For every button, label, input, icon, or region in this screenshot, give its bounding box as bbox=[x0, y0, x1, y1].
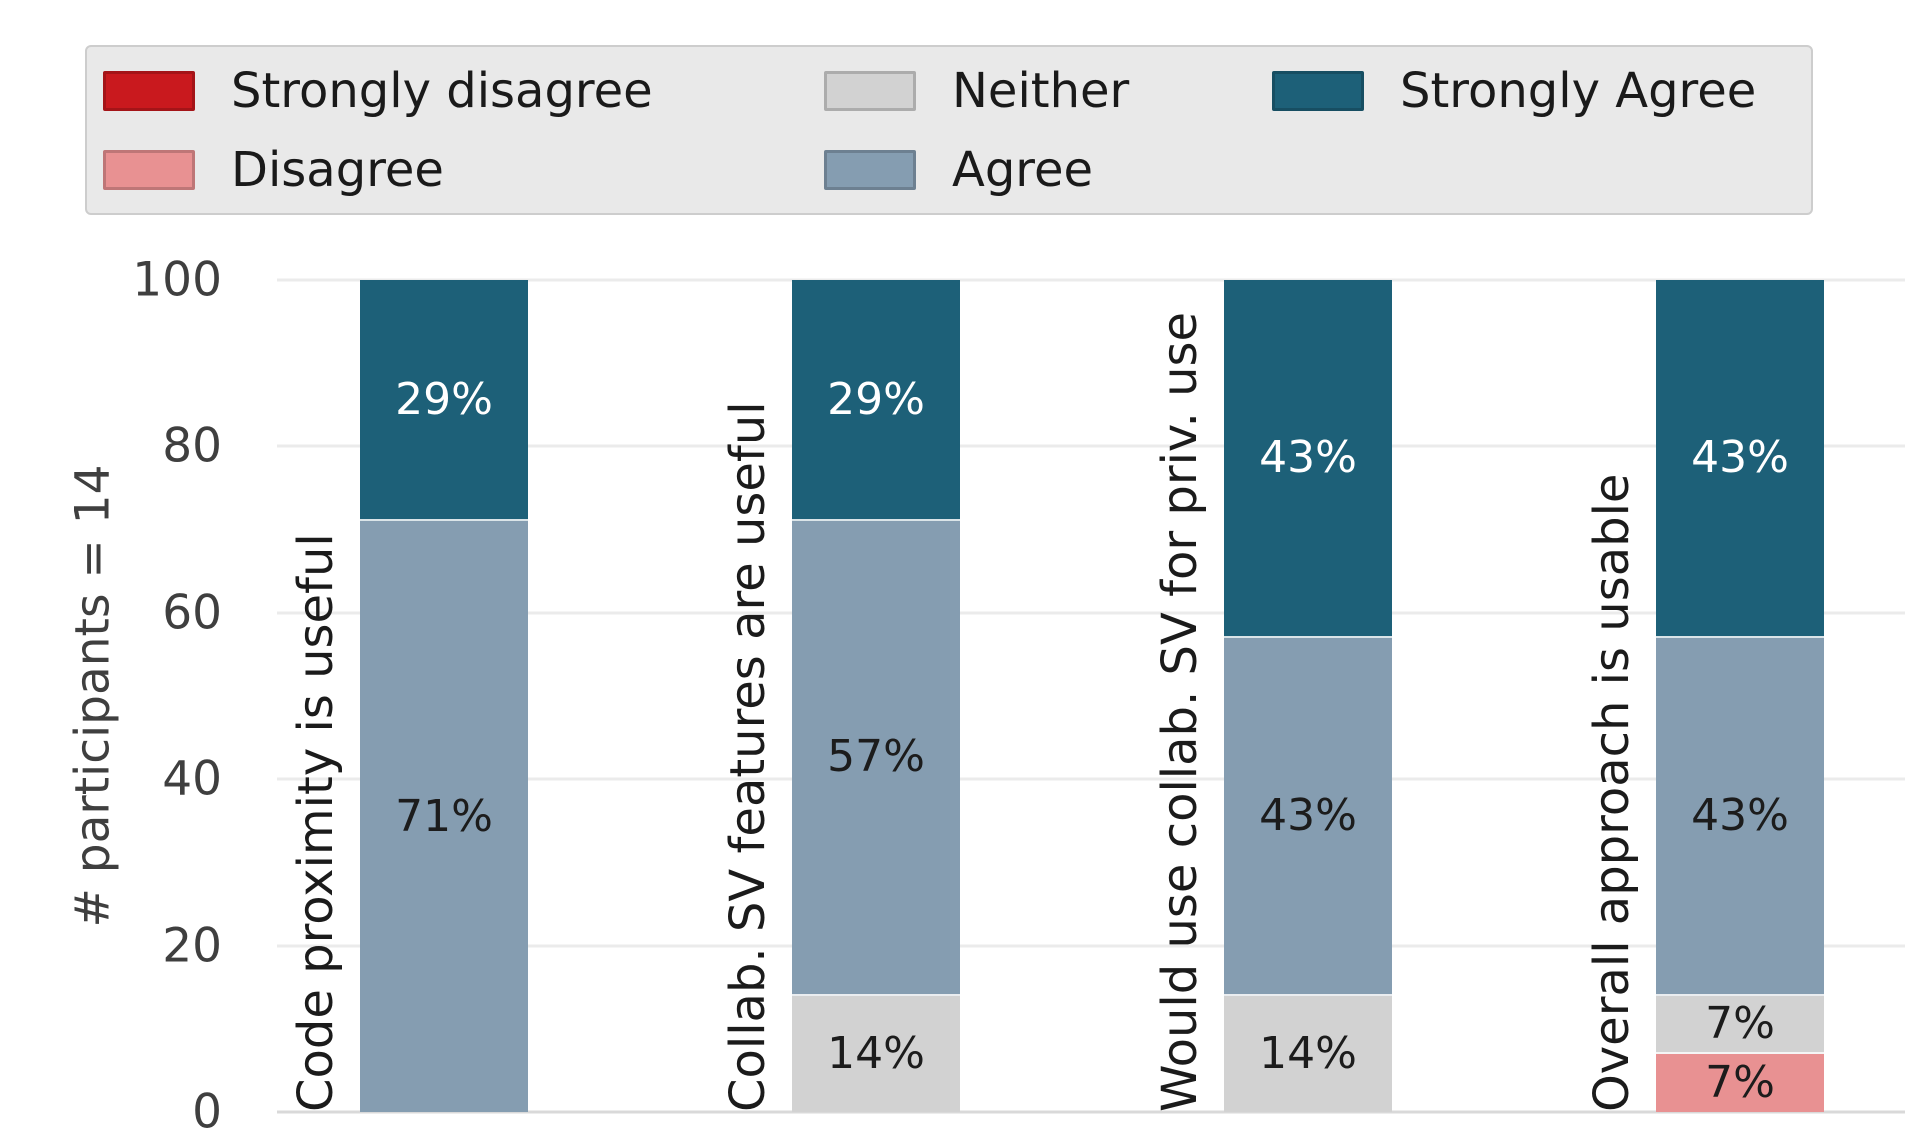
segment-value-label: 14% bbox=[1259, 1027, 1357, 1079]
segment-strongly-agree: 43% bbox=[1224, 280, 1392, 638]
legend-swatch-disagree bbox=[103, 149, 195, 190]
plot-area: 71% 29% Code proximity is useful 14% 57% 29% C… bbox=[277, 278, 1905, 1114]
bar-code-proximity-is-useful: 71% 29% bbox=[360, 280, 528, 1112]
category-label-code-proximity-is-useful: Code proximity is useful bbox=[288, 533, 344, 1112]
legend-swatch-agree bbox=[824, 149, 916, 190]
y-tick-20: 20 bbox=[162, 918, 222, 974]
legend-label: Neither bbox=[952, 62, 1130, 119]
segment-neither: 14% bbox=[792, 995, 960, 1112]
segment-strongly-agree: 29% bbox=[360, 280, 528, 522]
segment-neither: 14% bbox=[1224, 995, 1392, 1112]
segment-disagree: 7% bbox=[1656, 1053, 1824, 1112]
gridline-100 bbox=[277, 278, 1905, 282]
legend-item-agree: Agree bbox=[824, 146, 1272, 194]
segment-value-label: 14% bbox=[827, 1027, 925, 1079]
category-label-overall-approach-is-usable: Overall approach is usable bbox=[1584, 473, 1640, 1112]
chart-legend: Strongly disagree Disagree Neither Agree Str… bbox=[85, 45, 1813, 215]
legend-item-strongly-disagree: Strongly disagree bbox=[103, 67, 824, 115]
gridline-40 bbox=[277, 777, 1905, 781]
legend-item-disagree: Disagree bbox=[103, 146, 824, 194]
y-tick-0: 0 bbox=[192, 1084, 222, 1140]
category-label-collab-sv-features-are-useful: Collab. SV features are useful bbox=[720, 401, 776, 1112]
segment-value-label: 29% bbox=[395, 373, 493, 425]
gridline-20 bbox=[277, 944, 1905, 948]
gridline-60 bbox=[277, 611, 1905, 615]
segment-value-label: 43% bbox=[1259, 431, 1357, 483]
legend-label: Strongly Agree bbox=[1400, 62, 1757, 119]
legend-swatch-strongly-agree bbox=[1272, 70, 1364, 111]
segment-strongly-agree: 43% bbox=[1656, 280, 1824, 638]
segment-agree: 57% bbox=[792, 521, 960, 996]
segment-value-label: 71% bbox=[395, 790, 493, 842]
segment-neither: 7% bbox=[1656, 995, 1824, 1054]
y-tick-80: 80 bbox=[162, 418, 222, 474]
y-tick-40: 40 bbox=[162, 751, 222, 807]
y-axis-ticks: 0 20 40 60 80 100 bbox=[0, 257, 222, 1136]
legend-item-neither: Neither bbox=[824, 67, 1272, 115]
segment-value-label: 43% bbox=[1259, 789, 1357, 841]
baseline-gridline bbox=[277, 1110, 1905, 1114]
segment-agree: 43% bbox=[1224, 637, 1392, 996]
legend-swatch-neither bbox=[824, 70, 916, 111]
gridline-80 bbox=[277, 444, 1905, 448]
bar-collab-sv-features-are-useful: 14% 57% 29% bbox=[792, 280, 960, 1112]
y-tick-100: 100 bbox=[132, 252, 222, 308]
segment-agree: 43% bbox=[1656, 637, 1824, 996]
legend-label: Strongly disagree bbox=[231, 62, 653, 119]
segment-value-label: 57% bbox=[827, 731, 925, 783]
segment-value-label: 7% bbox=[1705, 1056, 1775, 1108]
segment-value-label: 7% bbox=[1705, 997, 1775, 1049]
bar-overall-approach-is-usable: 7% 7% 43% 43% bbox=[1656, 280, 1824, 1112]
segment-agree: 71% bbox=[360, 521, 528, 1112]
category-label-would-use-collab-sv-for-priv-use: Would use collab. SV for priv. use bbox=[1152, 311, 1208, 1112]
bar-would-use-collab-sv-for-priv-use: 14% 43% 43% bbox=[1224, 280, 1392, 1112]
legend-swatch-strongly-disagree bbox=[103, 70, 195, 111]
segment-value-label: 29% bbox=[827, 373, 925, 425]
legend-label: Agree bbox=[952, 141, 1094, 198]
legend-label: Disagree bbox=[231, 141, 444, 198]
segment-value-label: 43% bbox=[1691, 431, 1789, 483]
y-tick-60: 60 bbox=[162, 585, 222, 641]
segment-value-label: 43% bbox=[1691, 789, 1789, 841]
segment-strongly-agree: 29% bbox=[792, 280, 960, 522]
legend-item-strongly-agree: Strongly Agree bbox=[1272, 67, 1811, 115]
